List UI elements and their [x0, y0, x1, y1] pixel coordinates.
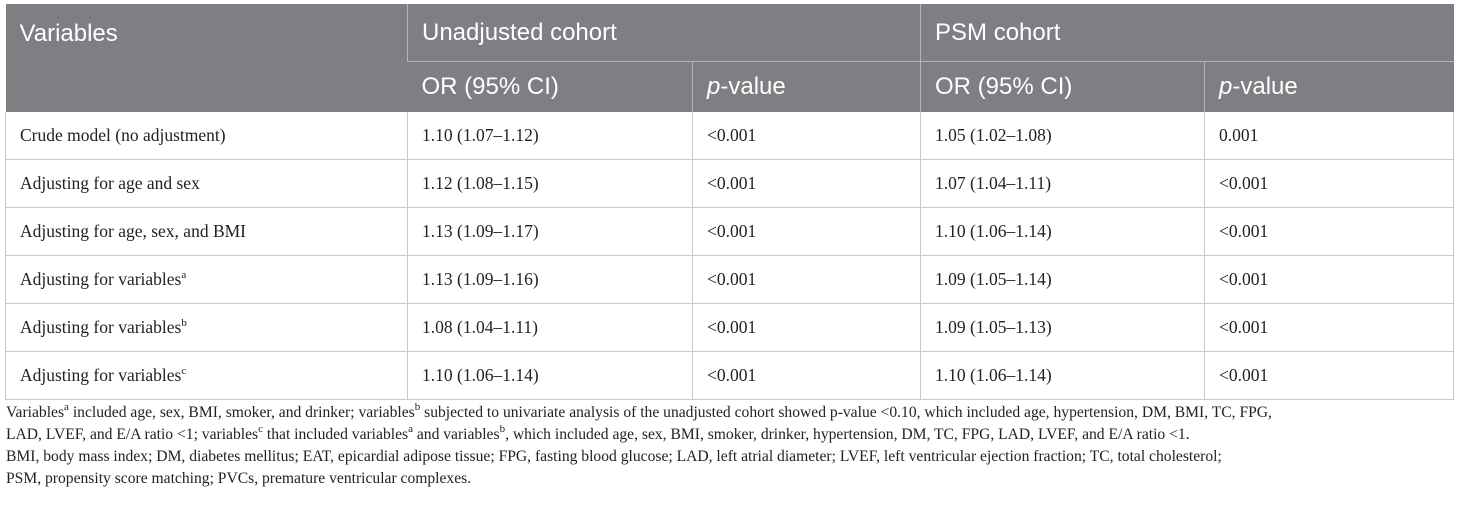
footnote-sup: c — [258, 423, 263, 435]
footnote-sup: a — [64, 401, 69, 413]
unadjusted-or-cell: 1.08 (1.04–1.11) — [407, 303, 693, 352]
header-unadjusted-or: OR (95% CI) — [407, 61, 693, 112]
table-header: Variables Unadjusted cohort PSM cohort O… — [5, 4, 1454, 112]
unadjusted-p-cell: <0.001 — [691, 207, 921, 256]
table-row: Crude model (no adjustment) 1.10 (1.07–1… — [5, 112, 1455, 160]
p-italic: p — [1219, 73, 1233, 100]
psm-or-cell: 1.05 (1.02–1.08) — [920, 112, 1205, 160]
psm-or-cell: 1.09 (1.05–1.13) — [920, 303, 1205, 352]
header-variables: Variables — [5, 4, 408, 112]
footnote-sup: a — [408, 423, 413, 435]
row-label-text: Adjusting for age and sex — [20, 173, 200, 193]
odds-ratio-table: Variables Unadjusted cohort PSM cohort O… — [5, 4, 1455, 400]
row-label-text: Adjusting for variables — [20, 269, 182, 289]
unadjusted-p-cell: <0.001 — [691, 303, 921, 352]
table-footnotes: Variablesa included age, sex, BMI, smoke… — [6, 402, 1456, 490]
psm-p-cell: <0.001 — [1204, 159, 1455, 208]
row-label-text: Adjusting for variables — [20, 317, 182, 337]
row-label: Adjusting for variablesa — [5, 255, 408, 304]
unadjusted-p-cell: <0.001 — [691, 159, 921, 208]
footnote-line-1: Variablesa included age, sex, BMI, smoke… — [6, 402, 1456, 424]
header-psm-p: p-value — [1204, 61, 1454, 112]
p-italic: p — [707, 73, 721, 100]
table-row: Adjusting for variablesb 1.08 (1.04–1.11… — [5, 303, 1455, 352]
psm-p-cell: <0.001 — [1204, 207, 1455, 256]
unadjusted-or-cell: 1.10 (1.06–1.14) — [407, 351, 693, 400]
footnote-text: that included variables — [263, 426, 409, 443]
unadjusted-or-cell: 1.10 (1.07–1.12) — [407, 112, 693, 160]
header-unadjusted-p: p-value — [691, 61, 921, 112]
row-label-text: Crude model (no adjustment) — [20, 125, 226, 145]
psm-or-cell: 1.07 (1.04–1.11) — [920, 159, 1205, 208]
footnote-sup: b — [414, 401, 421, 413]
footnote-text: , which included age, sex, BMI, smoker, … — [505, 426, 1190, 443]
table-row: Adjusting for age, sex, and BMI 1.13 (1.… — [5, 207, 1455, 256]
footnote-text: Variables — [6, 404, 65, 421]
table-row: Adjusting for variablesa 1.13 (1.09–1.16… — [5, 255, 1455, 304]
row-label: Adjusting for age, sex, and BMI — [5, 207, 408, 256]
psm-p-cell: <0.001 — [1204, 351, 1455, 400]
unadjusted-or-cell: 1.12 (1.08–1.15) — [407, 159, 693, 208]
header-psm-or: OR (95% CI) — [920, 61, 1205, 112]
row-label-text: Adjusting for age, sex, and BMI — [20, 221, 247, 241]
footnote-text: and variables — [412, 426, 500, 443]
psm-p-cell: 0.001 — [1204, 112, 1455, 160]
unadjusted-or-cell: 1.13 (1.09–1.17) — [407, 207, 693, 256]
unadjusted-p-cell: <0.001 — [691, 112, 921, 160]
header-psm-cohort: PSM cohort — [920, 4, 1454, 62]
psm-p-cell: <0.001 — [1204, 303, 1455, 352]
table-row: Adjusting for age and sex 1.12 (1.08–1.1… — [5, 159, 1455, 208]
row-label: Adjusting for variablesb — [5, 303, 408, 352]
unadjusted-or-cell: 1.13 (1.09–1.16) — [407, 255, 693, 304]
row-label-sup: b — [181, 317, 187, 329]
p-suffix: -value — [720, 73, 786, 100]
psm-or-cell: 1.10 (1.06–1.14) — [920, 207, 1205, 256]
table-body: Crude model (no adjustment) 1.10 (1.07–1… — [5, 112, 1455, 400]
footnote-text: LAD, LVEF, and E/A ratio <1; variables — [6, 426, 259, 443]
row-label: Adjusting for variablesc — [5, 351, 408, 400]
row-label-text: Adjusting for variables — [20, 365, 182, 385]
results-table-container: Variables Unadjusted cohort PSM cohort O… — [5, 4, 1455, 400]
psm-or-cell: 1.09 (1.05–1.14) — [920, 255, 1205, 304]
footnote-abbreviations-2: PSM, propensity score matching; PVCs, pr… — [6, 470, 472, 487]
footnote-text: subjected to univariate analysis of the … — [420, 404, 1272, 421]
footnote-text: included age, sex, BMI, smoker, and drin… — [68, 404, 415, 421]
footnote-line-2: LAD, LVEF, and E/A ratio <1; variablesc … — [6, 424, 1456, 446]
row-label-sup: c — [181, 365, 187, 377]
table-row: Adjusting for variablesc 1.10 (1.06–1.14… — [5, 351, 1455, 400]
row-label-sup: a — [181, 269, 187, 281]
psm-or-cell: 1.10 (1.06–1.14) — [920, 351, 1205, 400]
unadjusted-p-cell: <0.001 — [691, 351, 921, 400]
row-label: Adjusting for age and sex — [5, 159, 408, 208]
p-suffix: -value — [1232, 73, 1298, 100]
psm-p-cell: <0.001 — [1204, 255, 1455, 304]
footnote-abbreviations-1: BMI, body mass index; DM, diabetes melli… — [6, 448, 1222, 465]
unadjusted-p-cell: <0.001 — [691, 255, 921, 304]
footnote-sup: b — [499, 423, 506, 435]
row-label: Crude model (no adjustment) — [5, 112, 408, 160]
header-unadjusted-cohort: Unadjusted cohort — [406, 4, 921, 62]
